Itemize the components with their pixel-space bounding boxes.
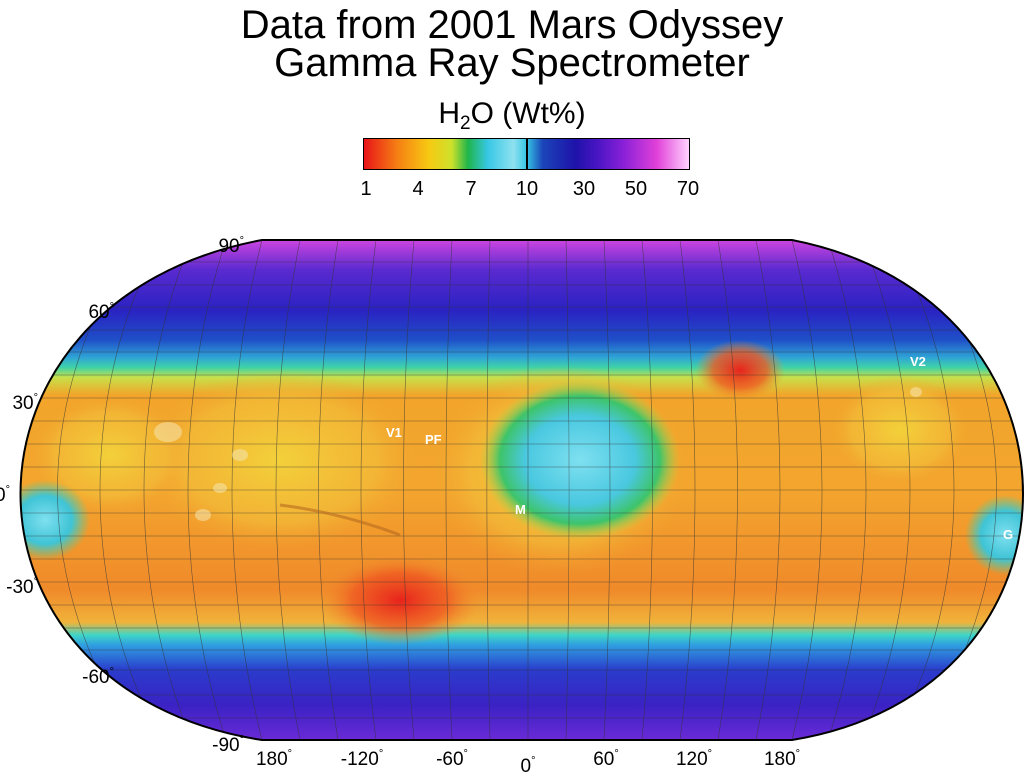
colorbar-tick: 4: [412, 178, 424, 200]
colorbar-label: H2O (Wt%): [0, 98, 1024, 140]
lon-label: -120°: [340, 748, 384, 770]
valles-marineris: [279, 503, 401, 537]
colorbar-label-sub: 2: [460, 113, 471, 134]
colorbar-tick: 70: [676, 178, 700, 200]
site-label: PF: [425, 432, 442, 447]
title-line-1: Data from 2001 Mars Odyssey: [240, 3, 784, 47]
lat-label: 0°: [0, 484, 10, 506]
lat-label: 90°: [218, 235, 244, 257]
lat-label: -60°: [82, 666, 114, 688]
lon-label: 0°: [520, 755, 536, 777]
lat-label: 60°: [88, 301, 114, 323]
map-body: [20, 240, 1023, 740]
lon-label: 180°: [255, 748, 293, 770]
colorbar-tick: 10: [515, 178, 539, 200]
site-label: V2: [910, 354, 926, 369]
lat-label: -90°: [212, 734, 244, 756]
lon-label: 60°: [593, 748, 619, 770]
site-label: G: [1003, 527, 1013, 542]
colorbar-tick: 30: [572, 178, 596, 200]
lat-label: 30°: [12, 392, 38, 414]
lon-label: -60°: [436, 748, 468, 770]
colorbar-tick: 7: [465, 178, 477, 200]
map-outline: [19, 239, 1024, 741]
colorbar-marker: [526, 138, 528, 170]
colorbar-label-h: H: [438, 97, 461, 130]
site-label: M: [515, 502, 526, 517]
lon-label: 120°: [675, 748, 713, 770]
terrain-features: [154, 387, 922, 521]
graticule: [20, 240, 1023, 740]
lon-label: 180°: [763, 748, 801, 770]
lat-label: -30°: [6, 576, 38, 598]
title-line-2: Gamma Ray Spectrometer: [274, 41, 750, 85]
site-label: V1: [386, 425, 402, 440]
colorbar-label-rest: O (Wt%): [470, 97, 586, 130]
colorbar-tick: 1: [360, 178, 372, 200]
colorbar-tick: 50: [624, 178, 648, 200]
